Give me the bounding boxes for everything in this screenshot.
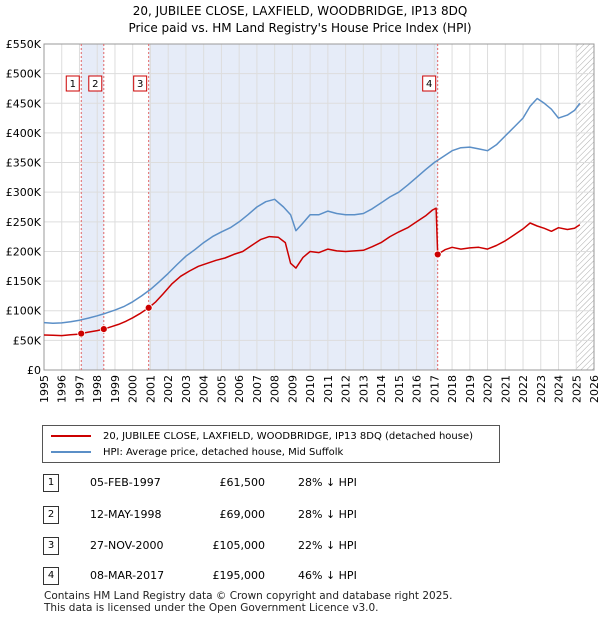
transaction-marker-label: 4 (426, 79, 432, 90)
transaction-marker-box (422, 75, 437, 92)
forecast-hatch (576, 44, 594, 370)
y-tick-label: £550K (6, 38, 42, 51)
x-tick-label: 2012 (340, 375, 353, 403)
transaction-marker-box (88, 75, 103, 92)
transaction-price: £195,000 (212, 569, 266, 582)
x-tick-label: 1999 (109, 375, 122, 403)
transaction-date: 05-FEB-1997 (90, 476, 161, 489)
footer-licence: This data is licensed under the Open Gov… (44, 602, 379, 614)
x-tick-label: 2007 (251, 375, 264, 403)
x-tick-label: 2013 (357, 375, 370, 403)
x-tick-label: 2000 (127, 375, 140, 403)
x-tick-label: 2004 (198, 375, 211, 403)
x-tick-label: 1997 (73, 375, 86, 403)
x-tick-label: 2001 (144, 375, 157, 403)
transaction-number-badge: 3 (43, 537, 59, 555)
sale-point (99, 325, 108, 334)
transaction-row: 3 27-NOV-2000 £105,000 22% ↓ HPI (43, 537, 563, 555)
x-tick-label: 2019 (464, 375, 477, 403)
x-tick-label: 2020 (482, 375, 495, 403)
transaction-date: 12-MAY-1998 (90, 508, 162, 521)
transaction-row: 4 08-MAR-2017 £195,000 46% ↓ HPI (43, 567, 563, 585)
x-tick-label: 2023 (535, 375, 548, 403)
transaction-marker-box (65, 75, 80, 92)
transaction-hpi-diff: 28% ↓ HPI (298, 476, 357, 489)
y-tick-label: £100K (6, 305, 42, 318)
transaction-hpi-diff: 28% ↓ HPI (298, 508, 357, 521)
transaction-date: 08-MAR-2017 (90, 569, 165, 582)
transaction-number-badge: 4 (43, 567, 59, 585)
legend-item-hpi: HPI: Average price, detached house, Mid … (51, 445, 343, 459)
chart-title: 20, JUBILEE CLOSE, LAXFIELD, WOODBRIDGE,… (132, 4, 468, 18)
transaction-price: £105,000 (212, 539, 266, 552)
transaction-date: 27-NOV-2000 (90, 539, 164, 552)
y-tick-label: £350K (6, 157, 42, 170)
x-tick-label: 2011 (322, 375, 335, 403)
x-tick-label: 2025 (570, 375, 583, 403)
transaction-price: £61,500 (219, 476, 266, 489)
x-tick-label: 2010 (304, 375, 317, 403)
x-tick-label: 1996 (56, 375, 69, 403)
y-tick-label: £150K (6, 275, 42, 288)
legend-item-property: 20, JUBILEE CLOSE, LAXFIELD, WOODBRIDGE,… (51, 429, 473, 443)
x-tick-label: 2016 (411, 375, 424, 403)
transaction-marker-box (133, 75, 148, 92)
x-tick-label: 2006 (233, 375, 246, 403)
footer-copyright: Contains HM Land Registry data © Crown c… (44, 590, 453, 602)
x-tick-label: 2009 (286, 375, 299, 403)
transaction-row: 2 12-MAY-1998 £69,000 28% ↓ HPI (43, 506, 563, 524)
y-tick-label: £0 (27, 364, 41, 377)
shaded-period (81, 44, 104, 370)
y-tick-label: £450K (6, 97, 42, 110)
transaction-price: £69,000 (219, 508, 266, 521)
x-tick-label: 2026 (588, 375, 600, 403)
shaded-period (148, 44, 438, 370)
hpi-line (43, 97, 581, 324)
x-tick-label: 2022 (517, 375, 530, 403)
x-tick-label: 2024 (553, 375, 566, 403)
chart-subtitle: Price paid vs. HM Land Registry's House … (128, 21, 472, 35)
x-tick-label: 2021 (499, 375, 512, 403)
y-tick-label: £250K (6, 216, 42, 229)
x-tick-label: 2003 (180, 375, 193, 403)
x-tick-label: 2005 (215, 375, 228, 403)
property-price-line (43, 207, 581, 337)
y-tick-label: £50K (13, 334, 42, 347)
transaction-marker-label: 1 (70, 79, 76, 90)
x-tick-label: 2014 (375, 375, 388, 403)
x-tick-label: 2015 (393, 375, 406, 403)
legend-label-property: 20, JUBILEE CLOSE, LAXFIELD, WOODBRIDGE,… (103, 430, 474, 442)
transaction-number-badge: 1 (43, 474, 59, 492)
sale-point (433, 250, 442, 259)
sale-point (144, 303, 153, 312)
transaction-marker-label: 2 (92, 79, 98, 90)
x-tick-label: 2017 (428, 375, 441, 403)
x-tick-label: 1995 (38, 375, 51, 403)
y-tick-label: £200K (6, 245, 42, 258)
legend-label-hpi: HPI: Average price, detached house, Mid … (103, 446, 344, 458)
y-tick-label: £500K (6, 68, 42, 81)
y-tick-label: £300K (6, 186, 42, 199)
x-tick-label: 2008 (269, 375, 282, 403)
x-tick-label: 1998 (91, 375, 104, 403)
price-chart: 1 2 3 4 £0 £50K £100K £150K £200K £250K £300K £350… (6, 38, 600, 403)
sale-point (77, 329, 86, 338)
x-tick-label: 2002 (162, 375, 175, 403)
transaction-hpi-diff: 46% ↓ HPI (298, 569, 357, 582)
x-tick-label: 2018 (446, 375, 459, 403)
transaction-marker-label: 3 (137, 79, 143, 90)
legend-swatch-hpi (51, 451, 91, 453)
y-tick-label: £400K (6, 127, 42, 140)
transaction-hpi-diff: 22% ↓ HPI (298, 539, 357, 552)
chart-legend: 20, JUBILEE CLOSE, LAXFIELD, WOODBRIDGE,… (42, 425, 500, 463)
plot-border (43, 43, 595, 371)
legend-swatch-property (51, 435, 91, 437)
transaction-row: 1 05-FEB-1997 £61,500 28% ↓ HPI (43, 474, 563, 492)
transaction-number-badge: 2 (43, 506, 59, 524)
